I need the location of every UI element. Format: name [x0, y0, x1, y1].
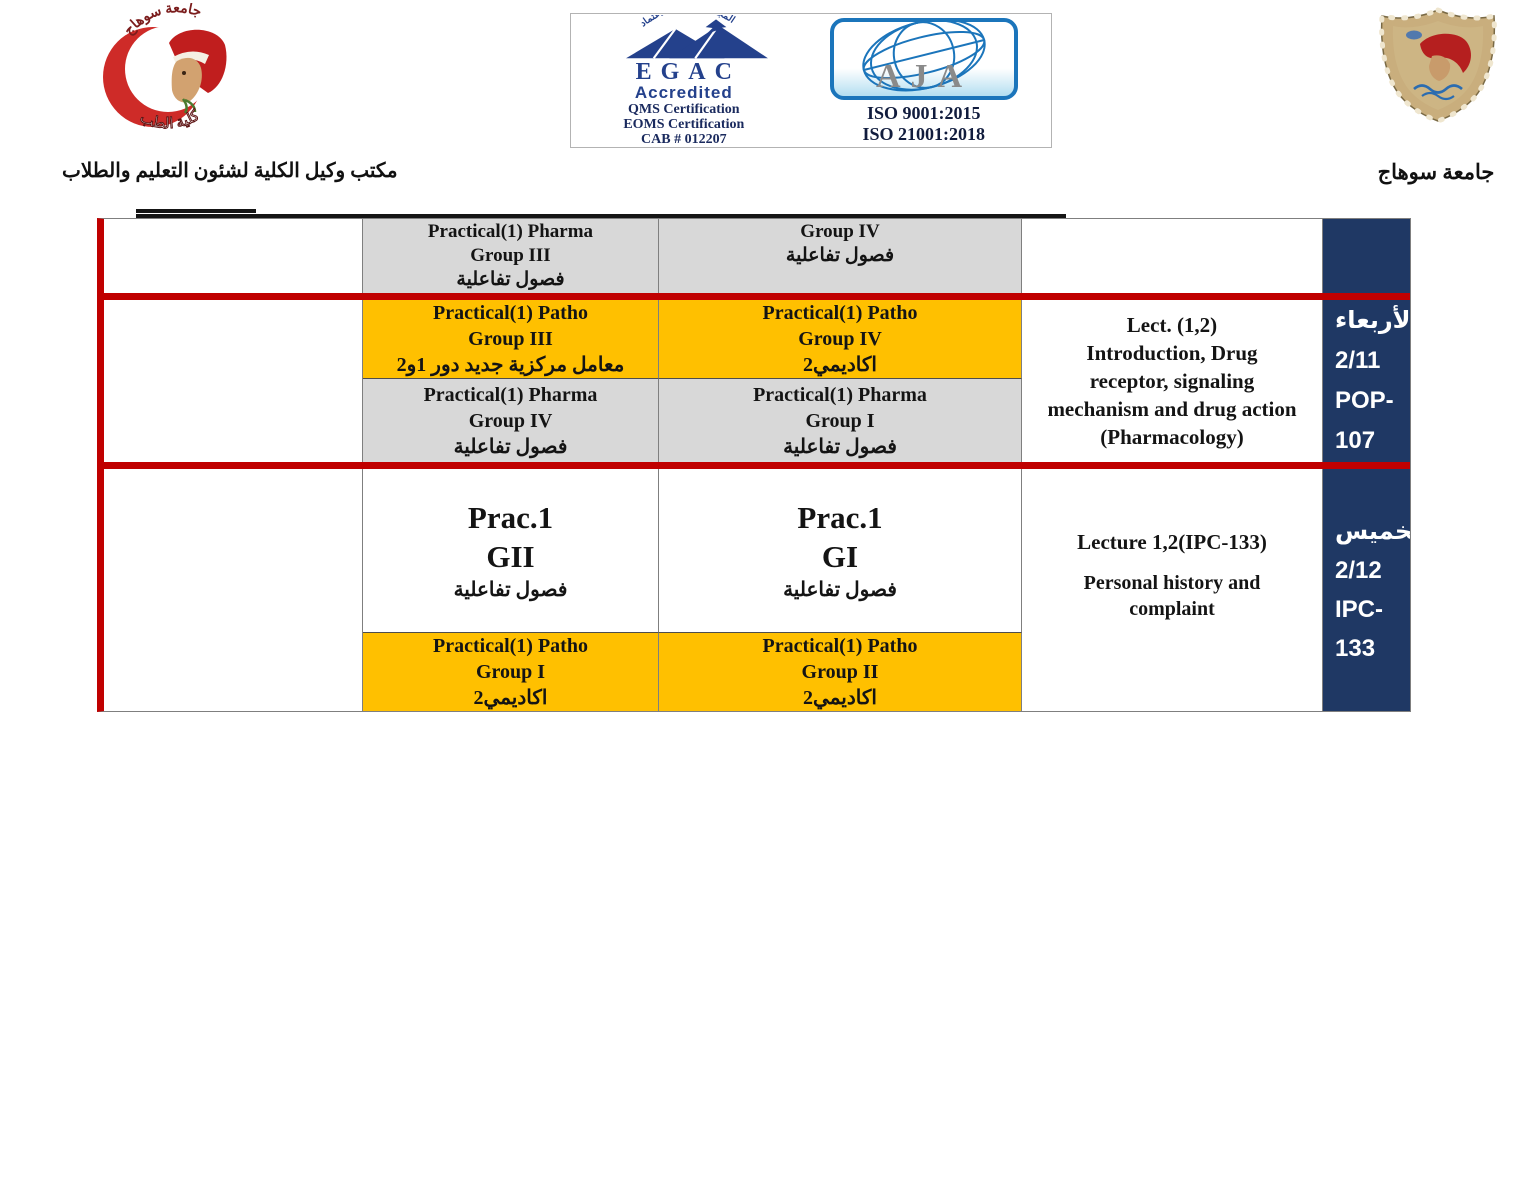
eye-dot [182, 71, 186, 75]
patho-g1-text: Practical(1) Patho Group I اكاديمي2 [433, 635, 588, 709]
schedule-table: Practical(1) Pharma Group III فصول تفاعل… [97, 218, 1411, 712]
day-sidebar-top-cell [1323, 219, 1410, 293]
aja-logo: AJA ISO 9001:2015 ISO 21001:2018 [797, 14, 1051, 147]
patho-g2-cell: Practical(1) Patho Group II اكاديمي2 [659, 633, 1022, 711]
egac-logo: المجلس الوطني للاعتماد EGAC Accredited Q… [571, 14, 797, 147]
empty-lecture-cell-row1 [1022, 219, 1323, 293]
iso-21001-line: ISO 21001:2018 [862, 124, 986, 144]
prac1-gi-cell: Prac.1 GI فصول تفاعلية [659, 469, 1022, 633]
patho-g4-text: Practical(1) Patho Group IV اكاديمي2 [762, 302, 918, 376]
pharaoh-face-shape [1429, 55, 1451, 81]
thursday-lecture-cell: Lecture 1,2(IPC-133) Personal history an… [1022, 469, 1323, 711]
wednesday-day-text: الأربعاء 2/11 POP- 107 [1335, 307, 1410, 454]
egac-accredited-label: Accredited [634, 83, 733, 102]
thursday-day-cell: الخميس 2/12 IPC- 133 [1323, 469, 1410, 711]
wednesday-lecture-text: Lect. (1,2) Introduction, Drug receptor,… [1047, 313, 1297, 449]
prac1-gii-text: Prac.1 GII [467, 499, 554, 574]
face-shape [171, 57, 202, 103]
globe-wireframe [862, 18, 986, 92]
water-wave-1 [1413, 84, 1463, 94]
wednesday-lecture-cell: Lect. (1,2) Introduction, Drug receptor,… [1022, 300, 1323, 462]
group4-cell: Group IV فصول تفاعلية [659, 219, 1022, 293]
patho-g3-text: Practical(1) Patho Group III معامل مركزي… [396, 302, 625, 376]
pharma-g1-text: Practical(1) Pharma Group I فصول تفاعلية [753, 383, 927, 458]
aja-name: AJA [876, 58, 972, 95]
scarab-icon [1406, 30, 1422, 40]
pharaoh-head-shape [1420, 33, 1472, 73]
university-caption: جامعة سوهاج [1377, 160, 1495, 184]
green-sprig [181, 98, 197, 114]
shield-bead-border [1379, 7, 1497, 124]
egac-cab-line: CAB # 012207 [641, 132, 727, 147]
patho-g4-cell: Practical(1) Patho Group IV اكاديمي2 [659, 300, 1022, 379]
egac-eoms-line: EOMS Certification [623, 117, 745, 132]
header-rule-tail [136, 209, 256, 213]
water-wave-2 [1421, 91, 1455, 101]
patho-g2-text: Practical(1) Patho Group II اكاديمي2 [762, 635, 918, 709]
fez-hat-shape [169, 29, 227, 93]
egac-name: EGAC [635, 59, 741, 85]
pharma-g3-cell: Practical(1) Pharma Group III فصول تفاعل… [363, 219, 659, 293]
thursday-lecture-title: Lecture 1,2(IPC-133) [1077, 530, 1267, 554]
aja-globe-icon: AJA [829, 18, 1018, 100]
prac1-gi-text: Prac.1 GI [797, 499, 883, 574]
prac1-gii-subtext: فصول تفاعلية [453, 578, 568, 601]
iso-9001-line: ISO 9001:2015 [867, 103, 981, 123]
prac1-gii-cell: Prac.1 GII فصول تفاعلية [363, 469, 659, 633]
empty-time-cell-row1 [104, 219, 363, 293]
eagle-icon [705, 19, 727, 35]
empty-time-cell-wed [104, 300, 363, 462]
red-divider-1 [104, 293, 1410, 300]
university-shield-logo [1379, 7, 1497, 124]
pharma-g3-text: Practical(1) Pharma Group III فصول تفاعل… [427, 221, 594, 290]
patho-g1-cell: Practical(1) Patho Group I اكاديمي2 [363, 633, 659, 711]
thursday-day-text: الخميس 2/12 IPC- 133 [1335, 518, 1410, 662]
pharma-g4-cell: Practical(1) Pharma Group IV فصول تفاعلي… [363, 379, 659, 462]
pharma-g1-cell: Practical(1) Pharma Group I فصول تفاعلية [659, 379, 1022, 462]
office-label: مكتب وكيل الكلية لشئون التعليم والطلاب [62, 160, 398, 182]
pyramid-right [669, 25, 768, 59]
patho-g3-cell: Practical(1) Patho Group III معامل مركزي… [363, 300, 659, 379]
thursday-lecture-body: Personal history and complaint [1083, 572, 1261, 620]
certification-box: المجلس الوطني للاعتماد EGAC Accredited Q… [570, 13, 1052, 148]
empty-time-cell-thu [104, 469, 363, 711]
header-rule [136, 214, 1066, 219]
faculty-of-medicine-logo: جامعة سوهاج كلية الطب [103, 3, 227, 133]
group4-text: Group IV فصول تفاعلية [785, 221, 895, 266]
red-divider-2 [104, 462, 1410, 469]
pharma-g4-text: Practical(1) Pharma Group IV فصول تفاعلي… [423, 383, 598, 458]
wednesday-day-cell: الأربعاء 2/11 POP- 107 [1323, 300, 1410, 462]
egac-qms-line: QMS Certification [628, 102, 740, 117]
prac1-gi-subtext: فصول تفاعلية [783, 578, 897, 601]
egac-pyramids-icon: المجلس الوطني للاعتماد [625, 15, 768, 59]
